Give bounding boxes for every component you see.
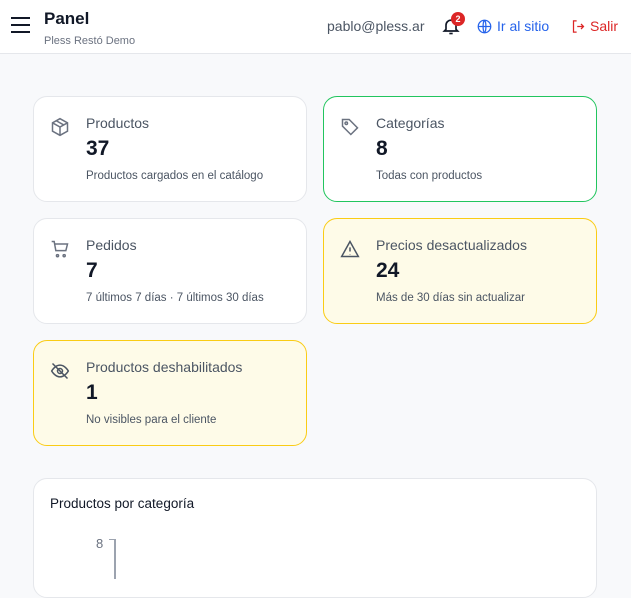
card-value: 24 [376,259,400,282]
page-title: Panel [44,9,90,28]
logout-icon [572,19,585,33]
chart-title: Productos por categoría [50,496,195,511]
logout-label: Salir [590,18,619,34]
card-value: 7 [86,259,98,282]
card-label: Categorías [376,115,445,131]
visit-site-link[interactable]: Ir al sitio [477,18,549,34]
card-label: Precios desactualizados [376,237,527,253]
card-description: Todas con productos [376,170,483,182]
tag-icon [341,118,359,136]
card-description: Productos cargados en el catálogo [86,170,264,182]
card-pedidos[interactable]: Pedidos 7 7 últimos 7 días · 7 últimos 3… [33,218,307,324]
products-by-category-chart: Productos por categoría 8 [33,478,597,598]
globe-icon [477,19,492,33]
card-description: Más de 30 días sin actualizar [376,292,525,304]
top-bar: Panel Pless Restó Demo pablo@pless.ar 2 … [0,0,631,54]
y-axis [114,539,116,579]
eye-off-icon [50,362,70,380]
card-value: 8 [376,137,388,160]
logout-link[interactable]: Salir [571,18,618,34]
hamburger-menu-icon[interactable] [11,17,30,33]
y-tick-label: 8 [96,536,104,551]
card-precios-desactualizados[interactable]: Precios desactualizados 24 Más de 30 día… [323,218,597,324]
card-categorias[interactable]: Categorías 8 Todas con productos [323,96,597,202]
store-name: Pless Restó Demo [44,35,136,47]
card-description: No visibles para el cliente [86,414,217,426]
card-productos[interactable]: Productos 37 Productos cargados en el ca… [33,96,307,202]
box-icon [51,117,69,137]
user-email: pablo@pless.ar [327,18,425,34]
card-label: Pedidos [86,237,137,253]
card-label: Productos deshabilitados [86,359,243,375]
y-tick-mark [109,539,115,540]
card-productos-deshabilitados[interactable]: Productos deshabilitados 1 No visibles p… [33,340,307,446]
cart-icon [51,240,69,258]
card-description: 7 últimos 7 días · 7 últimos 30 días [86,292,264,304]
visit-site-label: Ir al sitio [497,18,550,34]
card-value: 37 [86,137,110,160]
card-value: 1 [86,381,98,404]
card-label: Productos [86,115,150,131]
notification-badge[interactable]: 2 [451,12,465,26]
warning-icon [340,239,360,258]
